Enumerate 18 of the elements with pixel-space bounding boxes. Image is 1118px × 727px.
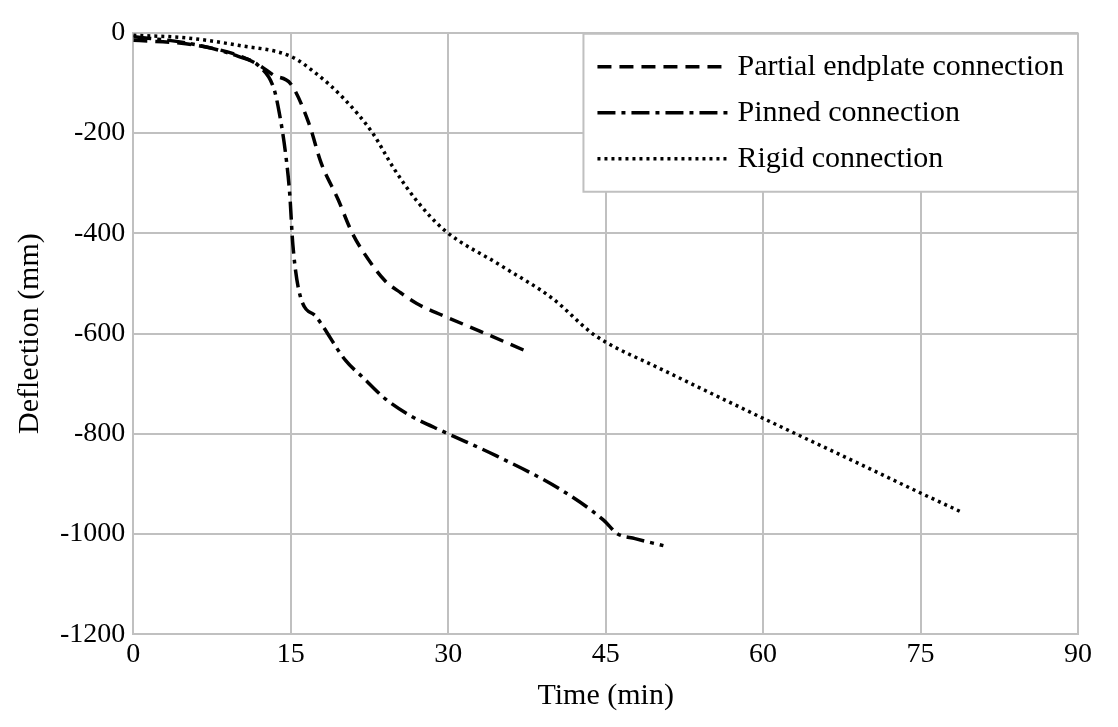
x-axis-title: Time (min) xyxy=(537,676,674,711)
legend-label: Pinned connection xyxy=(737,93,960,127)
x-tick-label: 75 xyxy=(906,636,935,668)
y-tick-label: -1000 xyxy=(60,516,126,548)
y-tick-label: -400 xyxy=(74,215,126,247)
y-tick-label: -600 xyxy=(74,315,126,347)
y-tick-label: 0 xyxy=(111,15,126,47)
x-tick-label: 15 xyxy=(276,636,305,668)
y-tick-label: -800 xyxy=(74,416,126,448)
y-tick-label: -200 xyxy=(74,115,126,147)
legend-label: Partial endplate connection xyxy=(737,47,1064,81)
x-tick-label: 90 xyxy=(1064,636,1092,668)
y-tick-label: -1200 xyxy=(60,616,126,648)
x-tick-label: 45 xyxy=(591,636,620,668)
y-axis-title: Deflection (mm) xyxy=(10,233,45,434)
x-tick-label: 60 xyxy=(749,636,778,668)
legend-label: Rigid connection xyxy=(737,139,944,173)
x-tick-label: 30 xyxy=(434,636,463,668)
